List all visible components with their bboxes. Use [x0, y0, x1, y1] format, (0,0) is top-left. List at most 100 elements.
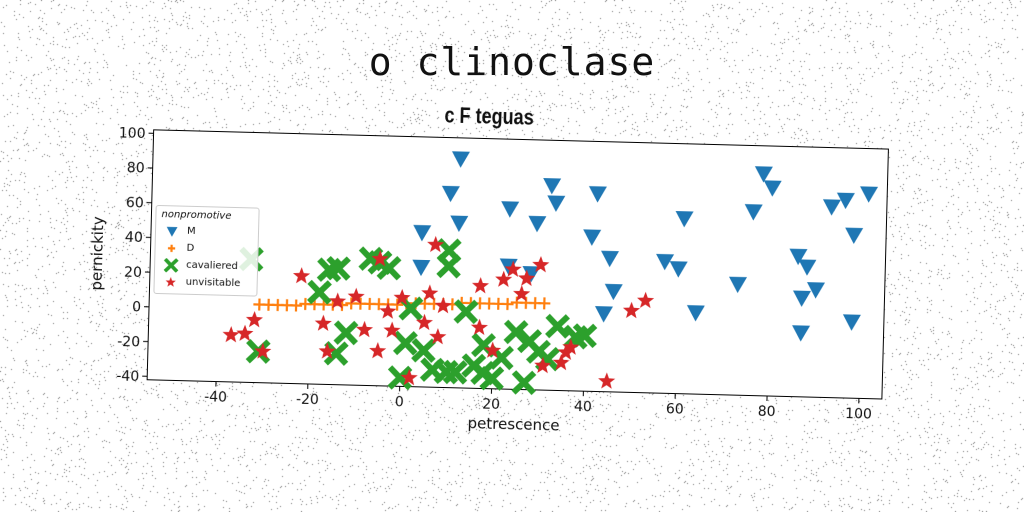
legend-entry-unvisitable: unvisitable	[159, 273, 251, 292]
point-m	[792, 290, 811, 307]
point-cavaliered	[323, 340, 349, 366]
x-tick-label: -40	[204, 389, 227, 406]
x-tick-label: 0	[395, 394, 404, 410]
point-cavaliered	[411, 338, 437, 363]
point-m	[588, 186, 607, 203]
legend-marker-d	[167, 244, 176, 252]
y-tick-label: 40	[125, 230, 143, 246]
point-m	[594, 306, 613, 323]
point-unvisitable	[637, 291, 655, 309]
point-unvisitable	[415, 313, 433, 331]
point-unvisitable	[400, 368, 418, 386]
point-d	[538, 297, 551, 310]
point-m	[789, 248, 808, 266]
legend-entry-d: D	[160, 239, 252, 258]
point-unvisitable	[622, 301, 641, 319]
point-m	[450, 215, 469, 232]
x-tick-label: 20	[482, 397, 500, 413]
point-m	[583, 229, 602, 246]
point-unvisitable	[292, 267, 311, 284]
point-cavaliered	[442, 359, 468, 385]
legend-entry-m: M	[161, 222, 253, 241]
legend-label: D	[186, 242, 195, 254]
point-m	[836, 192, 855, 210]
point-m	[729, 276, 748, 294]
point-cavaliered	[453, 299, 479, 325]
point-unvisitable	[222, 326, 240, 343]
point-unvisitable	[236, 324, 254, 342]
x-tick-label: -20	[296, 392, 319, 409]
point-m	[669, 261, 688, 278]
x-tick-label: 40	[574, 399, 592, 415]
legend-swatch-m	[166, 226, 178, 237]
point-unvisitable	[393, 288, 411, 306]
point-unvisitable	[518, 269, 536, 286]
point-unvisitable	[383, 321, 401, 338]
y-tick-label: 100	[119, 125, 146, 142]
y-tick-label: 60	[126, 195, 144, 211]
point-unvisitable	[318, 342, 336, 359]
point-unvisitable	[254, 342, 272, 359]
point-m	[601, 250, 620, 268]
point-unvisitable	[562, 338, 580, 355]
point-d	[501, 298, 514, 311]
point-m	[543, 177, 562, 195]
point-m	[686, 305, 705, 322]
point-unvisitable	[504, 260, 522, 277]
point-unvisitable	[484, 341, 502, 359]
y-tick-label: 80	[127, 160, 145, 176]
point-unvisitable	[471, 277, 490, 294]
point-cavaliered	[545, 313, 570, 339]
point-m	[451, 151, 470, 168]
point-cavaliered	[333, 320, 359, 346]
point-m	[754, 166, 773, 183]
point-d	[391, 298, 404, 311]
point-d	[290, 299, 303, 312]
legend-swatch-d	[167, 244, 176, 252]
point-unvisitable	[427, 235, 445, 253]
point-unvisitable	[429, 328, 447, 345]
x-tick-label: 60	[666, 401, 684, 417]
point-unvisitable	[245, 311, 263, 328]
point-m	[604, 283, 623, 301]
point-m	[528, 215, 547, 233]
point-unvisitable	[513, 285, 531, 302]
point-m	[798, 259, 817, 276]
legend-label: unvisitable	[185, 276, 241, 290]
point-unvisitable	[379, 302, 397, 319]
point-cavaliered	[489, 345, 514, 371]
point-m	[842, 314, 861, 331]
point-unvisitable	[557, 343, 575, 360]
legend-marker-unvisitable	[165, 276, 176, 287]
y-tick-label: 20	[124, 264, 142, 280]
legend-marker-cavaliered	[163, 257, 179, 273]
scatter-chart: -40 -20 0 20 40 60 80 100 -40 -20 0 20 40 60 80 100 pet…	[87, 125, 889, 435]
point-m	[412, 259, 431, 277]
point-unvisitable	[534, 356, 552, 374]
point-m	[860, 186, 879, 203]
point-m	[441, 185, 460, 203]
point-unvisitable	[421, 284, 439, 301]
chart-figure: c F teguas -40 -20 0 20 40 60 80 100 -40 -20 0 20 40…	[65, 93, 904, 465]
point-unvisitable	[347, 287, 365, 305]
legend-marker-m	[166, 226, 178, 237]
point-cavaliered	[325, 255, 351, 281]
point-unvisitable	[470, 318, 488, 336]
point-m	[763, 180, 782, 197]
y-tick-label: -40	[116, 368, 139, 385]
point-m	[413, 224, 432, 242]
point-cavaliered	[479, 365, 505, 391]
point-unvisitable	[598, 372, 616, 389]
point-cavaliered	[436, 253, 462, 279]
point-cavaliered	[503, 319, 529, 345]
point-m	[675, 210, 694, 228]
point-unvisitable	[552, 353, 570, 371]
point-unvisitable	[314, 314, 332, 331]
point-unvisitable	[355, 320, 374, 338]
point-m	[501, 201, 520, 218]
point-cavaliered	[392, 330, 418, 356]
point-unvisitable	[369, 342, 387, 359]
x-tick-label: 100	[845, 406, 872, 423]
legend-entry-cavaliered: cavaliered	[160, 256, 252, 275]
